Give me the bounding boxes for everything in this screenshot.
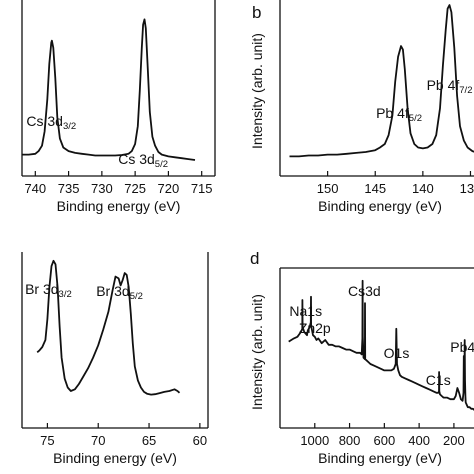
x-tick-label: 600 xyxy=(373,433,395,448)
panel-2: 150 145 140 135 Binding energy (eV) Intensity… xyxy=(249,0,474,214)
x-tick-label: 75 xyxy=(40,433,54,448)
x-axis-label: Binding energy (eV) xyxy=(53,450,177,466)
x-tick-label: 400 xyxy=(408,433,430,448)
x-tick-label: 740 xyxy=(24,181,46,196)
spectrum-line-1 xyxy=(289,4,474,158)
x-tick-label: 725 xyxy=(124,181,146,196)
peak-label-subscript: 5/2 xyxy=(409,113,422,124)
x-tick-label: 60 xyxy=(193,433,207,448)
x-tick-label: 145 xyxy=(364,181,386,196)
peak-label-subscript: 3/2 xyxy=(59,289,72,300)
x-tick-label: 715 xyxy=(191,181,213,196)
y-axis-label: Intensity (arb. unit) xyxy=(249,294,265,410)
spectrum-line-1 xyxy=(22,18,196,161)
x-tick-label: 730 xyxy=(91,181,113,196)
x-tick-label: 200 xyxy=(443,433,465,448)
peak-label: Na1s xyxy=(289,303,322,319)
spectrum-line-1 xyxy=(288,279,474,411)
peak-label-subscript: 3/2 xyxy=(63,121,76,132)
x-axis-label: Binding energy (eV) xyxy=(318,450,442,466)
peak-label: Zn2p xyxy=(299,320,331,336)
x-tick-label: 140 xyxy=(412,181,434,196)
x-tick-label: 70 xyxy=(91,433,105,448)
y-axis-label: Intensity (arb. unit) xyxy=(249,33,265,149)
x-tick-label: 150 xyxy=(317,181,339,196)
peak-label-subscript: 5/2 xyxy=(155,159,168,170)
x-tick-label: 135 xyxy=(460,181,474,196)
x-tick-label: 65 xyxy=(142,433,156,448)
x-axis-label: Binding energy (eV) xyxy=(318,198,442,214)
x-tick-label: 735 xyxy=(58,181,80,196)
peak-label: Cs3d xyxy=(348,283,381,299)
panel-letter: b xyxy=(252,3,261,22)
x-axis-label: Binding energy (eV) xyxy=(57,198,181,214)
peak-label: O1s xyxy=(384,345,410,361)
peak-label-subscript: 5/2 xyxy=(130,291,143,302)
panel-letter: d xyxy=(250,249,259,268)
spectrum-line-1 xyxy=(36,259,181,396)
peak-label-subscript: 7/2 xyxy=(459,85,472,96)
x-tick-label: 1000 xyxy=(300,433,329,448)
x-tick-label: 720 xyxy=(158,181,180,196)
x-tick-label: 800 xyxy=(339,433,361,448)
peak-label: C1s xyxy=(426,372,451,388)
